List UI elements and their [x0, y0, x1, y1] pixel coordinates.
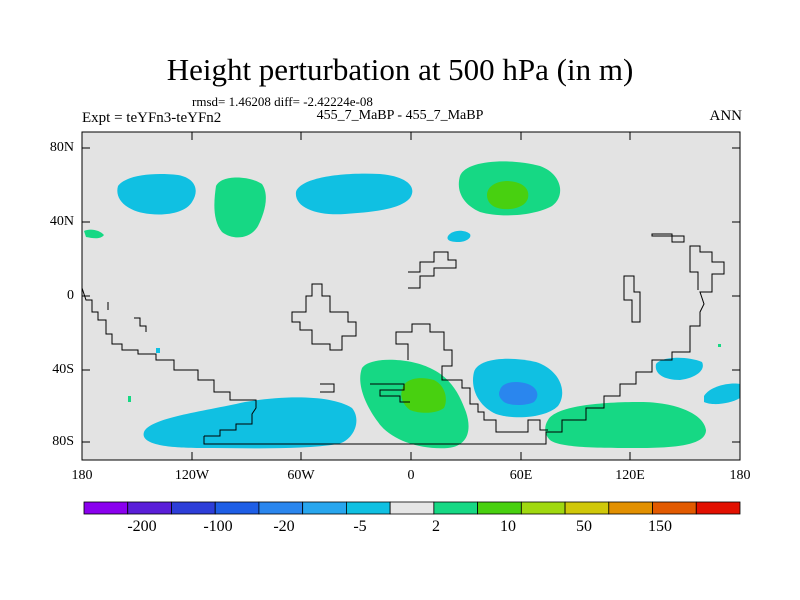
colorbar-label: 10: [500, 518, 516, 535]
colorbar-swatch: [83, 501, 129, 515]
colorbar-label: -100: [203, 518, 233, 535]
season-label: ANN: [709, 108, 743, 124]
negative-anomaly-small-asia: [447, 230, 471, 242]
lon-label-120w: 120W: [174, 468, 210, 483]
colorbar-swatch: [520, 501, 566, 515]
lat-label-80n: 80N: [49, 140, 74, 155]
negative-anomaly-australia: [655, 357, 703, 380]
plot-title: Height perturbation at 500 hPa (in m): [166, 52, 634, 87]
positive-anomaly-speck-2: [718, 344, 721, 347]
coastline-india: [623, 275, 641, 323]
lon-label-60e: 60E: [509, 468, 533, 483]
negative-anomaly-south-pacific: [143, 397, 357, 449]
coastline-antarctica: [203, 245, 725, 445]
colorbar-swatch: [389, 501, 435, 515]
colorbar-swatch: [564, 501, 610, 515]
coastline-south-america: [395, 323, 548, 433]
lat-label-80s: 80S: [52, 434, 74, 449]
negative-anomaly-atlantic: [295, 173, 413, 215]
experiment-label: Expt = teYFn3-teYFn2: [82, 110, 222, 126]
negative-anomaly-speck: [156, 348, 160, 353]
coastline-asia: [651, 233, 685, 243]
axis-ticks: [82, 132, 740, 460]
lon-label-180-left: 180: [71, 468, 93, 483]
colorbar: [83, 501, 741, 515]
colorbar-swatch: [433, 501, 478, 515]
strong-positive-anomaly-eurasia: [487, 181, 529, 210]
colorbar-swatch: [127, 501, 172, 515]
colorbar-label: 150: [648, 518, 672, 535]
strong-negative-anomaly-indian-ocean: [499, 382, 538, 405]
lon-label-0: 0: [407, 468, 415, 483]
colorbar-swatch: [695, 501, 741, 515]
positive-anomaly-speck: [128, 396, 131, 402]
colorbar-swatch: [214, 501, 260, 515]
colorbar-swatch: [477, 501, 522, 515]
lon-label-180-right: 180: [729, 468, 751, 483]
anomaly-fields: [84, 161, 740, 449]
lat-label-40s: 40S: [52, 362, 74, 377]
lat-label-40n: 40N: [49, 214, 74, 229]
colorbar-swatch: [258, 501, 304, 515]
lat-label-0: 0: [67, 288, 74, 303]
negative-anomaly-na-pacific: [117, 174, 196, 215]
colorbar-label: 2: [432, 518, 440, 535]
colorbar-swatch: [345, 501, 391, 515]
coastline-americas: [81, 287, 257, 437]
colorbar-swatch: [171, 501, 216, 515]
positive-anomaly-small-pacific: [84, 229, 104, 239]
colorbar-label: -200: [127, 518, 157, 535]
colorbar-swatch: [652, 501, 697, 515]
statistics-label: rmsd= 1.46208 diff= -2.42224e-08: [192, 94, 373, 109]
colorbar-label: 50: [576, 518, 592, 535]
colorbar-label: -5: [353, 518, 367, 535]
coastline-africa: [291, 283, 357, 351]
positive-anomaly-south-indian: [545, 402, 706, 448]
positive-anomaly-north-america: [214, 177, 266, 238]
lon-label-120e: 120E: [615, 468, 645, 483]
coastline-islands: [107, 302, 410, 403]
colorbar-swatch: [302, 501, 347, 515]
colorbar-swatch: [608, 501, 653, 515]
coastlines: [81, 233, 725, 445]
strong-positive-anomaly-south-atlantic: [401, 378, 446, 413]
colorbar-label: -20: [273, 518, 295, 535]
lon-label-60w: 60W: [287, 468, 315, 483]
case-label: 455_7_MaBP - 455_7_MaBP: [316, 108, 484, 123]
coastline-europe: [408, 251, 457, 289]
negative-anomaly-tasman: [704, 383, 740, 405]
